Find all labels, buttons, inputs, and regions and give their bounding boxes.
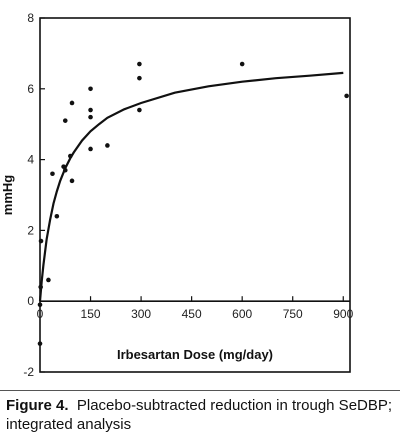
- data-point: [137, 107, 142, 113]
- x-tick-label: 0: [37, 307, 44, 321]
- x-tick-label: 750: [283, 307, 303, 321]
- x-tick-label: 450: [182, 307, 202, 321]
- x-tick-label: 300: [131, 307, 151, 321]
- x-tick-label: 600: [232, 307, 252, 321]
- y-tick-label: 6: [27, 82, 34, 96]
- caption-label: Figure 4.: [6, 397, 69, 414]
- data-point: [137, 61, 142, 67]
- x-tick-label: 150: [81, 307, 101, 321]
- scatter-plot: 0 150 300 450 600 750 900 -2 0 2 4 6 8 Irbesartan D…: [0, 11, 354, 379]
- y-tick-label: 8: [27, 11, 34, 25]
- data-point: [88, 86, 93, 92]
- data-point: [46, 277, 51, 283]
- y-tick-label: 4: [27, 153, 34, 167]
- data-point: [61, 164, 66, 169]
- data-point: [54, 213, 60, 219]
- plot-frame: [39, 17, 351, 373]
- y-tick-label: -2: [23, 365, 34, 379]
- data-point: [38, 284, 43, 290]
- data-point: [137, 75, 142, 81]
- data-point: [62, 167, 68, 173]
- data-point: [62, 118, 68, 123]
- data-point: [344, 93, 349, 99]
- x-axis-label: Irbesartan Dose (mg/day): [117, 347, 273, 362]
- fit-curve: [38, 71, 344, 302]
- data-point: [88, 114, 93, 120]
- axes: [39, 17, 351, 373]
- data-point: [50, 171, 55, 177]
- data-point: [88, 107, 93, 113]
- data-point: [69, 100, 75, 106]
- y-axis-label: mmHg: [0, 175, 15, 216]
- data-point: [37, 302, 43, 308]
- data-point: [68, 153, 73, 159]
- data-point: [69, 178, 75, 184]
- y-tick-label: 2: [27, 223, 34, 237]
- figure-caption: Figure 4. Placebo-subtracted reduction i…: [6, 396, 396, 434]
- caption-text: Placebo-subtracted reduction in trough S…: [6, 397, 393, 433]
- caption-divider: [0, 390, 400, 391]
- data-points: [37, 61, 349, 346]
- data-point: [105, 143, 110, 148]
- x-ticks: 0 150 300 450 600 750 900: [37, 296, 354, 321]
- data-point: [38, 238, 44, 244]
- data-point: [239, 61, 245, 67]
- y-tick-label: 0: [27, 294, 34, 308]
- x-tick-label: 900: [333, 307, 353, 321]
- data-point: [37, 341, 43, 346]
- data-point: [88, 146, 93, 152]
- y-ticks: -2 0 2 4 6 8: [23, 11, 45, 379]
